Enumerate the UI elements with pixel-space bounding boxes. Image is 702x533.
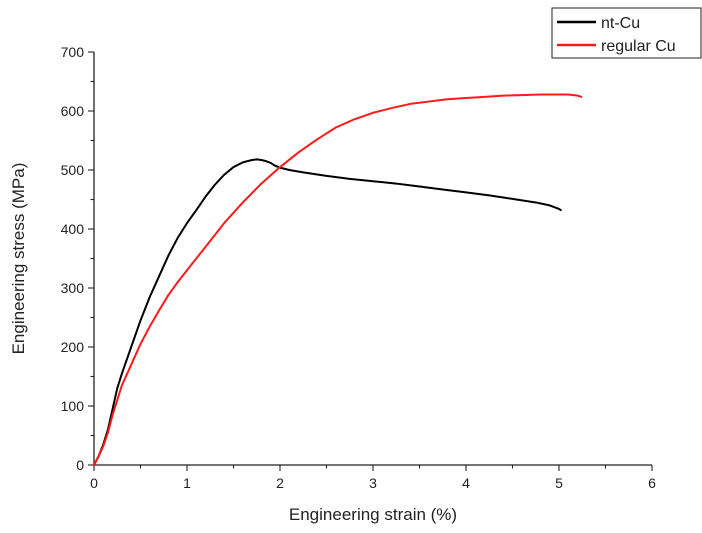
y-tick-label: 400 xyxy=(61,221,85,237)
series-line-nt-cu xyxy=(93,158,562,466)
x-tick-label: 2 xyxy=(276,475,284,491)
axes-layer: 0 1 2 3 4 5 6 0 100 200 300 400 500 600 700 xyxy=(61,44,656,491)
y-tick-label: 700 xyxy=(61,44,85,60)
series-line-regular-cu xyxy=(93,93,583,466)
series-layer xyxy=(93,93,583,466)
legend-box xyxy=(551,7,702,59)
y-tick-label: 500 xyxy=(61,162,85,178)
x-tick-label: 1 xyxy=(183,475,191,491)
x-axis-title: Engineering strain (%) xyxy=(289,505,457,524)
legend-label-nt-cu: nt-Cu xyxy=(601,15,640,32)
x-tick-label: 4 xyxy=(462,475,470,491)
x-tick-label: 3 xyxy=(369,475,377,491)
y-tick-label: 600 xyxy=(61,103,85,119)
y-axis-title: Engineering stress (MPa) xyxy=(9,163,28,355)
x-tick-label: 5 xyxy=(555,475,563,491)
x-tick-label: 0 xyxy=(90,475,98,491)
legend: nt-Cu regular Cu xyxy=(551,7,702,59)
x-tick-label: 6 xyxy=(648,475,656,491)
legend-label-regular-cu: regular Cu xyxy=(601,38,676,55)
y-tick-label: 300 xyxy=(61,280,85,296)
y-tick-label: 0 xyxy=(76,457,84,473)
y-tick-label: 100 xyxy=(61,398,85,414)
y-tick-label: 200 xyxy=(61,339,85,355)
